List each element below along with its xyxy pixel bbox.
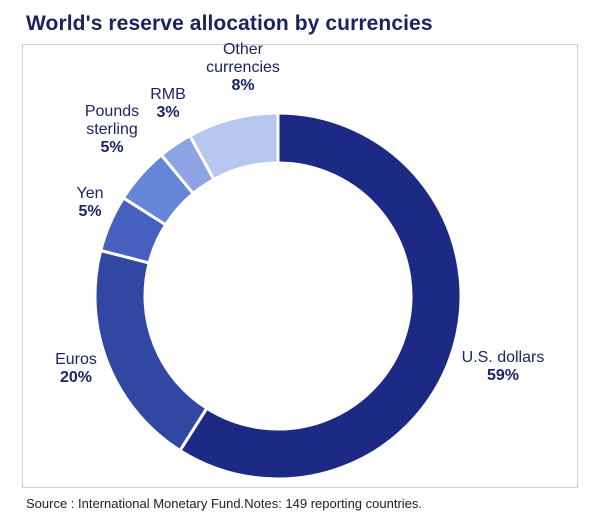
slice-label-rmb: RMB 3%	[150, 86, 186, 121]
slice-label-u-s-dollars: U.S. dollars 59%	[462, 349, 545, 384]
donut-slice-euros	[93, 248, 209, 453]
chart-frame	[22, 44, 578, 488]
donut-slice-u-s-dollars	[177, 111, 463, 481]
chart-title: World's reserve allocation by currencies	[26, 12, 433, 35]
slice-label-yen: Yen 5%	[77, 185, 104, 220]
slice-label-euros: Euros 20%	[55, 351, 97, 386]
slice-label-pounds-sterling: Pounds sterling 5%	[85, 103, 139, 156]
donut-slice-other-currencies	[187, 111, 280, 182]
slice-label-other-currencies: Other currencies 8%	[206, 41, 280, 94]
source-note: Source : International Monetary Fund.Not…	[26, 496, 422, 511]
